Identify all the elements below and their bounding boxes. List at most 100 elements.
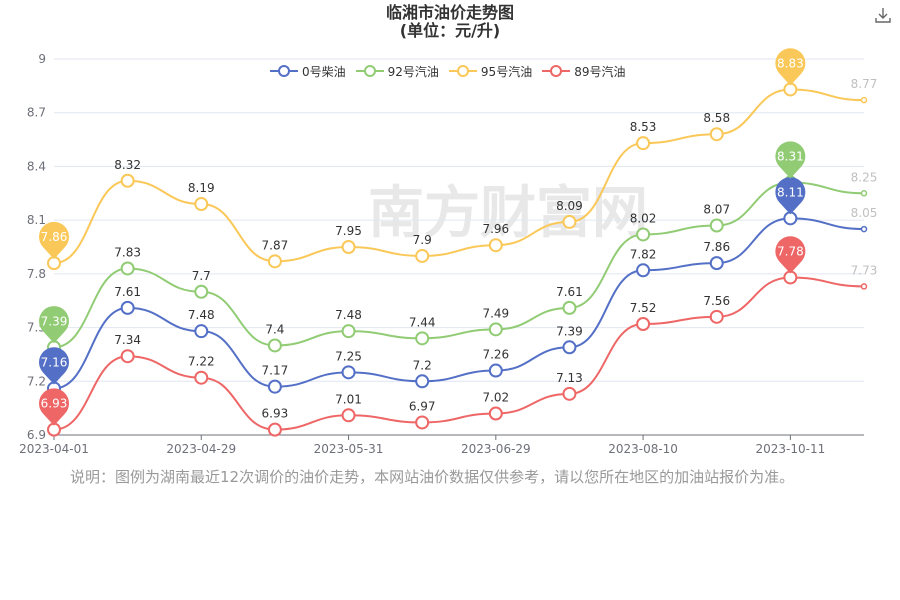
data-label: 8.53 — [630, 120, 657, 134]
pin-label: 8.11 — [777, 185, 804, 199]
legend-item[interactable]: 92号汽油 — [355, 62, 439, 80]
data-point — [488, 322, 503, 337]
legend-item[interactable]: 0号柴油 — [270, 62, 346, 80]
download-icon[interactable] — [874, 6, 892, 24]
chart-title: 临湘市油价走势图 — [385, 3, 514, 22]
data-label: 7.56 — [703, 294, 730, 308]
legend-label: 89号汽油 — [574, 64, 626, 79]
data-label: 7.02 — [482, 391, 509, 405]
data-point — [488, 406, 503, 421]
data-point — [415, 331, 430, 346]
pin-marker — [39, 306, 69, 344]
data-label: 7.49 — [482, 306, 509, 320]
data-label: 7.13 — [556, 371, 583, 385]
chart-subtitle: (单位：元/升) — [399, 21, 501, 40]
data-point — [562, 386, 577, 401]
pin-label: 7.39 — [41, 314, 68, 328]
legend-swatch — [448, 65, 477, 77]
data-label: 7.73 — [851, 263, 878, 277]
y-tick-label: 7.8 — [27, 267, 46, 281]
x-tick-label: 2023-10-11 — [755, 442, 825, 456]
data-point — [267, 379, 282, 394]
data-point — [120, 173, 135, 188]
data-label: 8.05 — [851, 206, 878, 220]
data-label: 7.2 — [413, 358, 432, 372]
pin-marker — [775, 141, 806, 179]
y-tick-label: 8.1 — [27, 213, 46, 227]
legend-item[interactable]: 95号汽油 — [448, 62, 533, 80]
data-point — [562, 300, 577, 315]
series-line — [53, 276, 865, 431]
data-label: 6.93 — [262, 407, 289, 421]
data-label: 7.96 — [482, 222, 509, 236]
pin-label: 8.83 — [777, 56, 804, 70]
data-label: 7.25 — [335, 349, 362, 363]
data-point — [860, 283, 868, 290]
data-point — [636, 316, 651, 331]
data-label: 8.19 — [188, 181, 215, 195]
legend-swatch — [542, 65, 571, 77]
data-label: 8.32 — [114, 158, 141, 172]
data-point — [194, 370, 209, 385]
data-label: 8.77 — [851, 77, 878, 91]
pin-marker — [39, 388, 69, 426]
data-point — [860, 96, 868, 104]
y-tick-label: 9 — [38, 52, 46, 66]
data-point — [194, 197, 209, 212]
data-point — [120, 300, 135, 315]
data-label: 7.61 — [114, 285, 141, 299]
legend-swatch — [270, 65, 298, 77]
legend-label: 95号汽油 — [480, 64, 533, 79]
data-point — [341, 240, 356, 254]
data-label: 6.97 — [409, 399, 436, 413]
data-point — [194, 324, 209, 339]
x-tick-label: 2023-08-10 — [608, 442, 678, 456]
x-tick-label: 2023-05-31 — [314, 442, 384, 456]
pin-label: 8.31 — [777, 150, 804, 164]
data-point — [636, 136, 651, 151]
data-point — [562, 340, 577, 355]
x-tick-label: 2023-06-29 — [461, 442, 531, 456]
data-label: 7.4 — [265, 322, 284, 336]
data-point — [709, 256, 724, 271]
data-point — [415, 248, 430, 263]
data-label: 7.95 — [335, 224, 362, 238]
data-label: 7.22 — [188, 355, 215, 369]
data-point — [341, 324, 356, 339]
data-point — [709, 218, 724, 233]
data-label: 7.7 — [192, 269, 211, 283]
data-label: 7.34 — [114, 333, 141, 347]
data-point — [267, 422, 282, 437]
data-label: 7.44 — [409, 315, 436, 329]
data-label: 7.01 — [335, 392, 362, 406]
data-point — [415, 415, 430, 430]
y-tick-label: 8.4 — [27, 159, 46, 173]
data-point — [488, 238, 503, 253]
y-tick-label: 6.9 — [27, 428, 46, 442]
data-point — [415, 374, 430, 389]
data-label: 8.58 — [703, 111, 730, 125]
legend-item[interactable]: 89号汽油 — [542, 62, 625, 80]
footnote: 说明：图例为湖南最近12次调价的油价走势，本网站油价数据仅供参考，请以您所在地区… — [70, 468, 795, 486]
data-label: 7.39 — [556, 324, 583, 338]
data-point — [709, 309, 724, 324]
pin-label: 7.86 — [41, 230, 68, 244]
data-label: 7.87 — [262, 238, 289, 252]
watermark: 南方财富网 — [368, 181, 648, 246]
legend-label: 0号柴油 — [302, 64, 346, 79]
data-point — [267, 338, 282, 353]
data-point — [341, 408, 356, 423]
data-label: 8.02 — [630, 211, 657, 225]
pin-marker — [775, 177, 806, 215]
data-point — [120, 261, 135, 276]
data-point — [120, 349, 135, 364]
data-label: 7.82 — [630, 247, 657, 261]
legend: 0号柴油 92号汽油 95号汽油 89号汽油 — [270, 62, 625, 80]
data-point — [488, 363, 503, 378]
data-label: 7.48 — [188, 308, 215, 322]
data-label: 7.86 — [703, 240, 730, 254]
data-point — [267, 254, 282, 269]
legend-label: 92号汽油 — [387, 64, 439, 79]
data-label: 7.61 — [556, 285, 583, 299]
